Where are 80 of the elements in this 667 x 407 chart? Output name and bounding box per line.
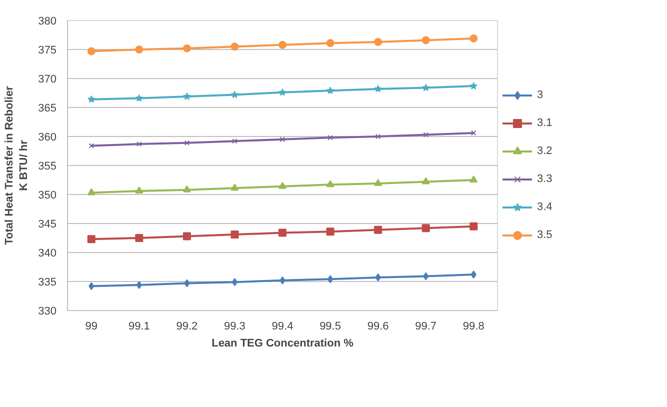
legend-label: 3	[537, 89, 544, 101]
point	[136, 141, 142, 147]
x-axis-title: Lean TEG Concentration %	[212, 338, 354, 350]
point	[470, 34, 478, 42]
legend-label: 3.1	[537, 117, 554, 129]
point	[278, 88, 286, 96]
point	[375, 134, 381, 140]
y-tick-label: 365	[38, 102, 57, 114]
point	[135, 186, 144, 194]
point	[183, 92, 191, 100]
legend-label: 3.4	[537, 201, 554, 213]
point	[135, 94, 143, 102]
point	[423, 132, 428, 138]
point	[422, 224, 430, 232]
point	[87, 47, 96, 56]
y-tick-label: 355	[38, 160, 57, 172]
point	[470, 222, 478, 230]
point	[423, 272, 429, 280]
point	[232, 138, 238, 144]
point	[135, 46, 144, 54]
x-tick-label: 99	[85, 320, 98, 332]
x-tick-label: 99.6	[367, 320, 389, 332]
point	[328, 135, 333, 140]
point	[470, 82, 478, 90]
point	[422, 36, 430, 44]
point	[230, 90, 239, 98]
y-tick-label: 380	[38, 16, 57, 28]
point	[232, 278, 238, 286]
point	[374, 178, 382, 186]
legend-label: 3.2	[537, 145, 554, 157]
y-tick-label: 370	[38, 74, 57, 86]
point	[88, 282, 94, 290]
point	[422, 177, 430, 184]
point	[135, 234, 144, 242]
point	[326, 39, 334, 48]
y-tick-label: 335	[38, 276, 57, 288]
y-tick-label: 330	[38, 306, 57, 318]
y-axis-title: Total Heat Transfer in Rebolier K BTU/ hr	[4, 85, 30, 245]
point	[326, 228, 334, 236]
point	[230, 230, 239, 239]
point	[87, 188, 96, 196]
legend-label: 3.3	[537, 173, 554, 185]
point	[374, 38, 382, 46]
legend-label: 3.5	[537, 229, 554, 241]
y-tick-label: 350	[38, 190, 57, 202]
point	[422, 84, 430, 92]
x-tick-label: 99.5	[320, 320, 341, 332]
point	[182, 232, 191, 240]
point	[278, 182, 286, 189]
point	[230, 184, 239, 191]
point	[375, 273, 381, 282]
x-tick-label: 99.7	[415, 320, 437, 332]
y-tick-label: 375	[38, 44, 57, 56]
point	[182, 185, 191, 192]
point	[374, 84, 382, 92]
point	[278, 228, 286, 237]
point	[280, 136, 286, 142]
point	[87, 235, 96, 244]
x-tick-label: 99.8	[462, 320, 484, 332]
point	[184, 140, 190, 146]
point	[326, 180, 334, 188]
point	[470, 270, 476, 279]
x-tick-label: 99.1	[128, 320, 150, 332]
y-tick-label: 345	[38, 218, 57, 230]
point	[280, 276, 286, 284]
point	[374, 226, 382, 234]
point	[182, 44, 191, 52]
y-tick-label: 340	[38, 248, 57, 260]
point	[230, 42, 239, 51]
y-tick-label: 360	[38, 132, 57, 144]
point	[326, 86, 334, 94]
point	[88, 95, 96, 103]
point	[136, 280, 142, 289]
x-tick-label: 99.2	[176, 320, 198, 332]
point	[470, 175, 478, 183]
point	[278, 40, 286, 49]
x-tick-label: 99.3	[224, 320, 246, 332]
point	[184, 279, 190, 288]
point	[327, 275, 334, 284]
x-tick-label: 99.4	[272, 320, 294, 332]
